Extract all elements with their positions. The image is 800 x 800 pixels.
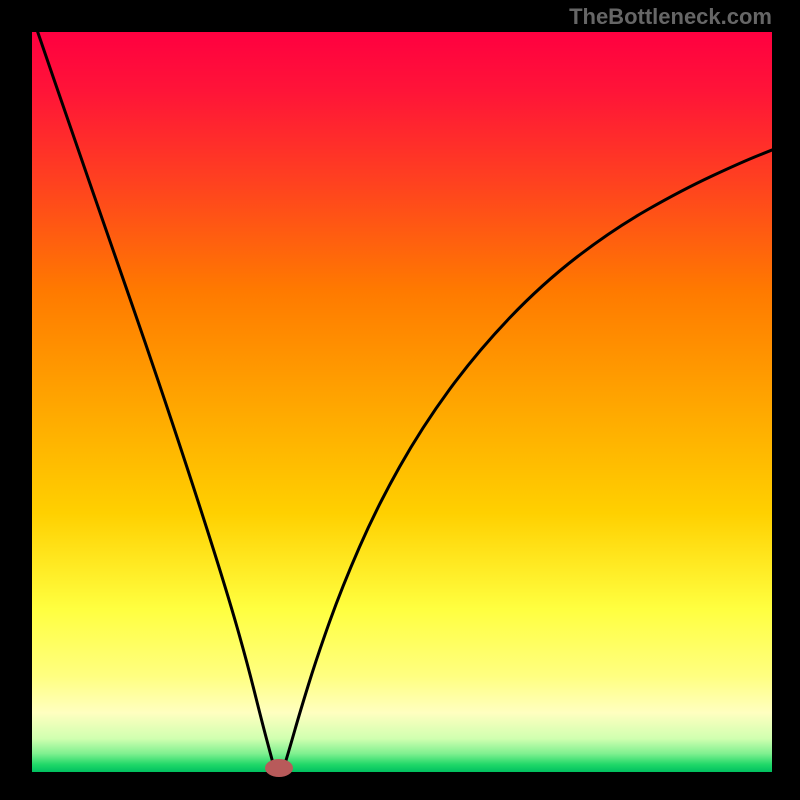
plot-area [32, 32, 772, 772]
minimum-marker [265, 759, 293, 777]
curve-right-branch [284, 148, 772, 767]
curve-svg [32, 32, 772, 772]
watermark-text: TheBottleneck.com [569, 4, 772, 30]
curve-left-branch [36, 32, 274, 767]
